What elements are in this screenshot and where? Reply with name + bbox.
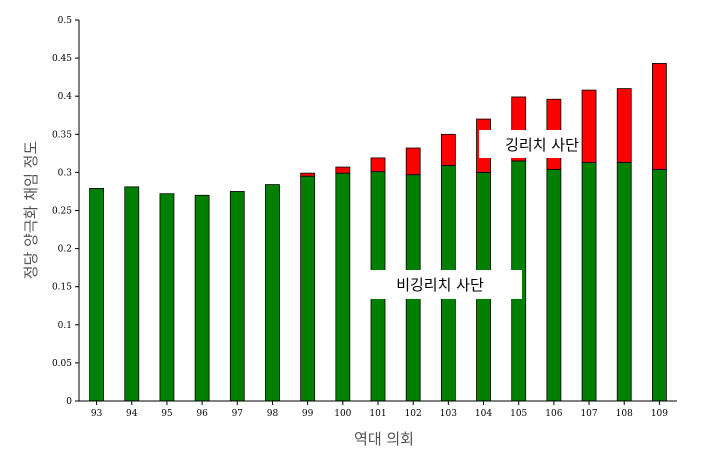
x-tick-label: 106: [545, 409, 562, 419]
x-tick-label: 109: [651, 409, 668, 419]
bar-green-segment: [194, 194, 210, 402]
bar-green-segment: [300, 175, 316, 402]
y-tick-label: 0.45: [52, 54, 72, 64]
bar-green-segment: [652, 168, 667, 402]
bar-red-segment: [300, 172, 316, 177]
y-tick-label: 0.2: [58, 245, 72, 255]
y-tick-label: 0.5: [58, 16, 73, 26]
bar-green-segment: [335, 172, 351, 402]
bar-green-segment: [159, 193, 175, 402]
x-tick-label: 96: [196, 409, 208, 419]
bar-red-segment: [652, 63, 667, 170]
y-tick-label: 0.05: [52, 359, 72, 369]
x-tick-label: 101: [369, 409, 386, 419]
x-tick-label: 94: [126, 409, 138, 419]
x-tick-label: 100: [334, 409, 351, 419]
x-tick-label: 97: [232, 409, 244, 419]
bar-red-segment: [405, 147, 421, 176]
bar-green-segment: [89, 188, 104, 402]
annotation-gingrich-box: [479, 130, 569, 158]
annotation-gingrich: 깅리치 사단: [479, 130, 579, 158]
y-ticks-group: 0 0.05 0.1 0.15 0.2 0.25 0.3 0.35 0.4 0.45 0.5: [52, 16, 79, 407]
x-tick-label: 107: [580, 409, 597, 419]
x-tick-label: 103: [440, 409, 457, 419]
x-tick-label: 98: [267, 409, 279, 419]
y-tick-label: 0.25: [52, 207, 72, 217]
y-axis-title: 정당 양극화 채임 정도: [22, 141, 40, 280]
bar-green-segment: [265, 184, 280, 402]
y-tick-label: 0.4: [58, 92, 73, 102]
x-tick-label: 95: [161, 409, 173, 419]
bar-red-segment: [370, 157, 386, 173]
bar-green-segment: [616, 162, 632, 402]
y-tick-label: 0: [66, 397, 72, 407]
x-tick-label: 104: [475, 409, 492, 419]
annotation-non-gingrich: 비깅리치 사단: [370, 270, 522, 299]
y-tick-label: 0.3: [58, 168, 73, 178]
bar-green-segment: [581, 162, 597, 402]
y-tick-label: 0.1: [58, 321, 72, 331]
x-ticks-group: 93 94 95 96 97 98 99 100 101 102 103 104 105 106 107 10…: [91, 401, 668, 419]
bar-red-segment: [335, 166, 351, 174]
annotation-gingrich-label: 깅리치 사단: [505, 136, 579, 154]
annotation-non-gingrich-box: [370, 270, 522, 299]
bar-green-segment: [546, 168, 562, 402]
x-tick-label: 102: [405, 409, 422, 419]
y-tick-label: 0.35: [52, 130, 72, 140]
bar-green-segment: [124, 186, 140, 402]
annotation-non-gingrich-label: 비깅리치 사단: [396, 276, 484, 294]
y-tick-label: 0.15: [52, 283, 72, 293]
bar-red-segment: [581, 89, 597, 163]
bar-red-segment: [440, 133, 456, 166]
bars-group: [89, 63, 667, 402]
bar-red-segment: [616, 88, 632, 163]
x-tick-label: 93: [91, 409, 103, 419]
bar-green-segment: [229, 191, 245, 402]
x-tick-label: 105: [510, 409, 527, 419]
x-tick-label: 108: [616, 409, 633, 419]
x-axis-title: 역대 의회: [354, 430, 414, 448]
x-tick-label: 99: [302, 409, 314, 419]
